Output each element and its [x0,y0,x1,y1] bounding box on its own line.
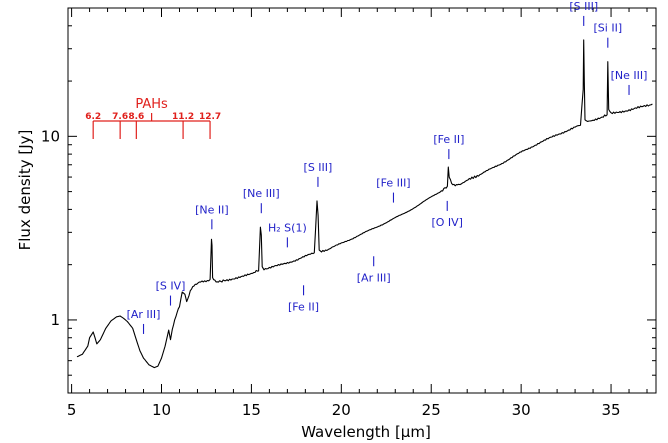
y-tick-label: 1 [50,311,60,329]
annotation-label: [Ne II] [195,203,229,216]
x-tick-label: 10 [152,401,171,419]
annotation-label: [Ne III] [243,187,280,200]
x-tick-label: 25 [422,401,441,419]
pah-title: PAHs [135,97,168,112]
pah-annotation-group: PAHs 6.2 7.6 8.6 11.2 12.7 [85,97,221,139]
line-annotation: [S III] [569,0,598,26]
line-annotation: [S III] [304,161,333,187]
annotation-label: H₂ S(1) [268,221,307,234]
annotation-label: [Fe III] [376,177,410,190]
pah-feature-label: 11.2 [172,112,194,122]
line-annotation: [Ne III] [243,187,280,214]
y-axis-ticks: 1 10 [41,7,656,394]
annotation-label: [Fe II] [433,133,464,146]
line-annotation: [S IV] [156,280,186,306]
line-annotation: [O IV] [431,200,463,229]
annotation-label: [Ar III] [357,271,391,284]
x-axis-ticks: 5 10 15 20 25 30 35 [67,8,648,419]
x-tick-label: 15 [242,401,261,419]
line-annotation: [Fe III] [376,177,411,203]
line-annotations: [Ar III] [S IV] [Ne II] [Ne III] H₂ S(1) [Fe … [127,0,648,334]
pah-feature-label: 12.7 [199,112,221,122]
x-axis-label: Wavelength [μm] [301,423,431,441]
spectrum-line [76,39,653,369]
pah-feature-label: 8.6 [128,112,144,122]
x-tick-label: 5 [67,401,77,419]
line-annotation: [Ar III] [127,308,161,334]
x-tick-label: 35 [601,401,620,419]
line-annotation: [Si II] [594,22,623,48]
y-axis-label: Flux density [Jy] [16,130,34,251]
x-tick-label: 30 [512,401,531,419]
annotation-label: [Ne III] [611,69,648,82]
x-tick-label: 20 [332,401,351,419]
annotation-label: [Ar III] [127,308,161,321]
line-annotation: [Ne II] [195,203,229,230]
pah-feature-label: 6.2 [85,112,101,122]
annotation-label: [S III] [569,0,598,13]
line-annotation: [Ar III] [357,256,391,284]
annotation-label: [S IV] [156,280,186,293]
annotation-label: [Fe II] [288,300,319,313]
annotation-label: [S III] [304,161,333,174]
line-annotation: [Ne III] [611,69,648,95]
annotation-label: [O IV] [431,216,463,229]
line-annotation: H₂ S(1) [268,221,307,248]
y-tick-label: 10 [41,127,60,145]
line-annotation: [Fe II] [433,133,464,160]
pah-feature-label: 7.6 [112,112,128,122]
line-annotation: [Fe II] [288,285,319,313]
plot-frame [67,7,657,394]
annotation-label: [Si II] [594,22,623,35]
plot-border [67,7,657,394]
